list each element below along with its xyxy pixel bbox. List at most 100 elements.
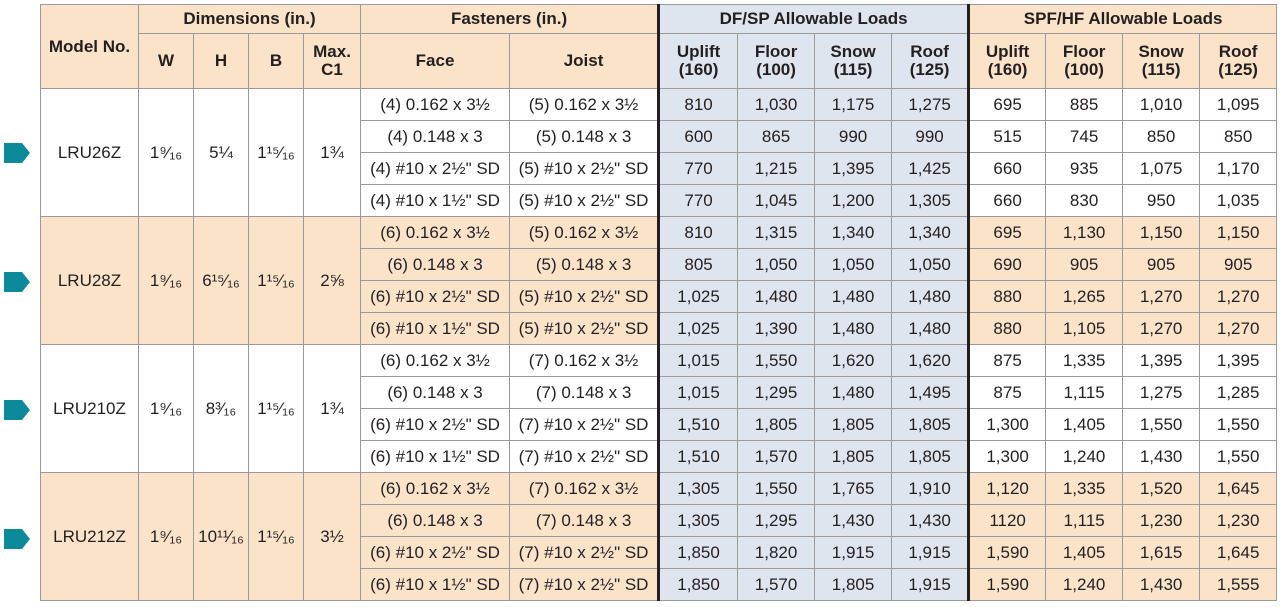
df-uplift-cell: 770 bbox=[657, 184, 739, 217]
joist-fastener-cell: (7) 0.162 x 3½ bbox=[509, 472, 660, 505]
spf-snow-cell: 1,430 bbox=[1122, 440, 1201, 473]
spf-roof-cell: 1,170 bbox=[1199, 152, 1278, 185]
table-row: (6) #10 x 2½" SD (5) #10 x 2½" SD 1,025 1,4… bbox=[41, 280, 1278, 313]
df-floor-cell: 1,820 bbox=[737, 536, 816, 569]
df-roof-cell: 1,305 bbox=[891, 184, 971, 217]
df-snow-header: Snow (115) bbox=[814, 33, 893, 89]
joist-fastener-cell: (5) 0.148 x 3 bbox=[509, 120, 660, 153]
df-snow-cell: 1,175 bbox=[814, 88, 893, 121]
dfsp-loads-header: DF/SP Allowable Loads bbox=[657, 4, 971, 34]
dim-b-cell: 1¹⁵⁄₁₆ bbox=[248, 216, 304, 345]
face-fastener-cell: (6) 0.148 x 3 bbox=[360, 504, 511, 537]
df-floor-cell: 1,295 bbox=[737, 376, 816, 409]
spf-floor-cell: 1,265 bbox=[1045, 280, 1124, 313]
spf-uplift-cell: 1120 bbox=[968, 504, 1047, 537]
face-header: Face bbox=[360, 33, 511, 89]
df-uplift-cell: 1,015 bbox=[657, 376, 739, 409]
spf-uplift-cell: 690 bbox=[968, 248, 1047, 281]
tag-arrow-icon bbox=[4, 529, 32, 549]
spf-floor-cell: 1,115 bbox=[1045, 376, 1124, 409]
spf-floor-cell: 1,240 bbox=[1045, 440, 1124, 473]
tag-arrow-icon bbox=[4, 400, 32, 420]
spf-floor-header: Floor (100) bbox=[1045, 33, 1124, 89]
spf-uplift-cell: 880 bbox=[968, 312, 1047, 345]
df-snow-cell: 1,480 bbox=[814, 376, 893, 409]
spf-floor-cell: 745 bbox=[1045, 120, 1124, 153]
dim-w-cell: 1⁹⁄₁₆ bbox=[138, 88, 194, 217]
spf-roof-header: Roof (125) bbox=[1199, 33, 1278, 89]
df-roof-cell: 1,430 bbox=[891, 504, 971, 537]
face-fastener-cell: (4) 0.162 x 3½ bbox=[360, 88, 511, 121]
spf-uplift-cell: 880 bbox=[968, 280, 1047, 313]
df-uplift-cell: 1,015 bbox=[657, 344, 739, 377]
df-floor-cell: 1,045 bbox=[737, 184, 816, 217]
spf-snow-cell: 1,075 bbox=[1122, 152, 1201, 185]
spf-floor-cell: 935 bbox=[1045, 152, 1124, 185]
df-snow-cell: 1,620 bbox=[814, 344, 893, 377]
model-no-header: Model No. bbox=[40, 4, 139, 89]
df-uplift-cell: 1,305 bbox=[657, 472, 739, 505]
joist-fastener-cell: (5) #10 x 2½" SD bbox=[509, 184, 660, 217]
joist-fastener-cell: (5) 0.148 x 3 bbox=[509, 248, 660, 281]
spf-roof-cell: 850 bbox=[1199, 120, 1278, 153]
df-snow-cell: 1,805 bbox=[814, 408, 893, 441]
face-fastener-cell: (6) #10 x 1½" SD bbox=[360, 568, 511, 601]
df-floor-cell: 1,215 bbox=[737, 152, 816, 185]
df-uplift-cell: 805 bbox=[657, 248, 739, 281]
spf-roof-cell: 1,285 bbox=[1199, 376, 1278, 409]
face-fastener-cell: (6) 0.162 x 3½ bbox=[360, 472, 511, 505]
spf-floor-cell: 905 bbox=[1045, 248, 1124, 281]
df-roof-cell: 1,805 bbox=[891, 408, 971, 441]
spf-floor-cell: 1,105 bbox=[1045, 312, 1124, 345]
df-floor-cell: 1,050 bbox=[737, 248, 816, 281]
face-fastener-cell: (4) #10 x 2½" SD bbox=[360, 152, 511, 185]
w-header: W bbox=[138, 33, 194, 89]
df-floor-cell: 1,570 bbox=[737, 568, 816, 601]
dim-w-cell: 1⁹⁄₁₆ bbox=[138, 472, 194, 601]
spf-roof-cell: 1,555 bbox=[1199, 568, 1278, 601]
spf-roof-cell: 1,645 bbox=[1199, 472, 1278, 505]
spf-roof-cell: 1,270 bbox=[1199, 280, 1278, 313]
spf-uplift-cell: 695 bbox=[968, 216, 1047, 249]
spf-floor-cell: 830 bbox=[1045, 184, 1124, 217]
spf-snow-cell: 1,520 bbox=[1122, 472, 1201, 505]
table-row: LRU26Z 1⁹⁄₁₆ 5¼ 1¹⁵⁄₁₆ 1¾ (4) 0.162 x 3½ (5) 0… bbox=[40, 88, 1278, 217]
spf-snow-cell: 850 bbox=[1122, 120, 1201, 153]
df-floor-cell: 1,570 bbox=[737, 440, 816, 473]
df-snow-cell: 1,765 bbox=[814, 472, 893, 505]
spf-roof-cell: 1,550 bbox=[1199, 440, 1278, 473]
joist-fastener-cell: (5) #10 x 2½" SD bbox=[509, 152, 660, 185]
joist-fastener-cell: (7) 0.148 x 3 bbox=[509, 504, 660, 537]
df-snow-cell: 1,480 bbox=[814, 280, 893, 313]
df-roof-cell: 1,620 bbox=[891, 344, 971, 377]
table-row: (6) #10 x 2½" SD (7) #10 x 2½" SD 1,510 1,8… bbox=[41, 408, 1278, 441]
spf-snow-cell: 905 bbox=[1122, 248, 1201, 281]
dim-c1-cell: 3½ bbox=[302, 472, 362, 601]
df-uplift-cell: 1,025 bbox=[657, 280, 739, 313]
face-fastener-cell: (6) #10 x 1½" SD bbox=[360, 312, 511, 345]
table-row: (6) #10 x 1½" SD (5) #10 x 2½" SD 1,025 1,3… bbox=[41, 312, 1278, 345]
df-uplift-header: Uplift (160) bbox=[657, 33, 739, 89]
dim-h-cell: 10¹¹⁄₁₆ bbox=[193, 472, 249, 601]
spf-snow-cell: 1,270 bbox=[1122, 280, 1201, 313]
dim-b-cell: 1¹⁵⁄₁₆ bbox=[248, 472, 304, 601]
joist-fastener-cell: (5) 0.162 x 3½ bbox=[509, 88, 660, 121]
table-row: (4) #10 x 2½" SD (5) #10 x 2½" SD 770 1,215… bbox=[41, 152, 1278, 185]
df-uplift-cell: 770 bbox=[657, 152, 739, 185]
spf-floor-cell: 1,130 bbox=[1045, 216, 1124, 249]
joist-fastener-cell: (5) #10 x 2½" SD bbox=[509, 312, 660, 345]
table-row: (6) 0.148 x 3 (7) 0.148 x 3 1,015 1,295 1,48… bbox=[41, 376, 1278, 409]
table-row: LRU210Z 1⁹⁄₁₆ 8³⁄₁₆ 1¹⁵⁄₁₆ 1¾ (6) 0.162 x 3½(… bbox=[40, 344, 1278, 473]
spf-snow-cell: 1,550 bbox=[1122, 408, 1201, 441]
dim-b-cell: 1¹⁵⁄₁₆ bbox=[248, 88, 304, 217]
df-roof-cell: 1,915 bbox=[891, 568, 971, 601]
df-snow-cell: 1,050 bbox=[814, 248, 893, 281]
max-c1-header: Max. C1 bbox=[302, 33, 362, 89]
df-snow-cell: 1,480 bbox=[814, 312, 893, 345]
dim-h-cell: 8³⁄₁₆ bbox=[193, 344, 249, 473]
model-no-cell: LRU28Z bbox=[40, 216, 139, 345]
df-roof-cell: 1,425 bbox=[891, 152, 971, 185]
df-snow-cell: 1,430 bbox=[814, 504, 893, 537]
df-roof-cell: 1,480 bbox=[891, 312, 971, 345]
df-snow-cell: 1,915 bbox=[814, 536, 893, 569]
